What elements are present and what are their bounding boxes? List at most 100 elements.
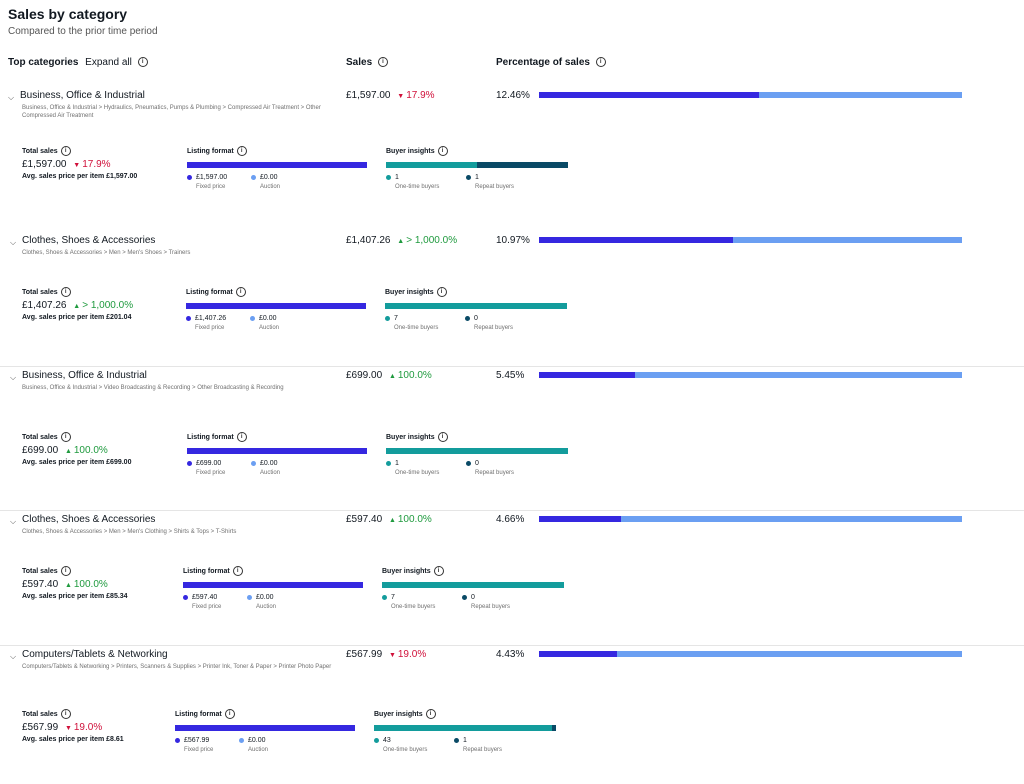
auction-caption: Auction <box>260 184 281 190</box>
trend-icon: ▼ <box>64 725 72 732</box>
info-icon[interactable]: i <box>232 566 243 576</box>
one-time-value: 1 <box>395 460 399 467</box>
fixed-price-value: £567.99 <box>184 737 210 744</box>
category-section: ⌵ Computers/Tablets & Networking Compute… <box>0 645 1024 784</box>
sales-delta: ▲ 100.0% <box>385 370 432 381</box>
listing-format-text: Listing format <box>175 710 222 718</box>
info-icon[interactable]: i <box>425 709 436 719</box>
category-name[interactable]: Clothes, Shoes & Accessories <box>22 235 156 246</box>
info-icon[interactable]: i <box>437 432 448 442</box>
buyer-insights-text: Buyer insights <box>386 147 435 155</box>
chevron-down-icon[interactable]: ⌵ <box>10 652 17 661</box>
buyer-insights-text: Buyer insights <box>385 288 434 296</box>
top-categories-header: Top categories Expand all i <box>8 57 148 68</box>
total-sales-text: Total sales <box>22 567 58 575</box>
sales-delta: ▼ 17.9% <box>393 90 434 101</box>
info-icon[interactable]: i <box>224 709 235 719</box>
chevron-down-icon[interactable]: ⌵ <box>10 517 17 526</box>
repeat-value: 0 <box>475 460 479 467</box>
percentage-bar-fill <box>539 372 636 378</box>
category-section: ⌵ Business, Office & Industrial Business… <box>0 90 1024 225</box>
one-time-dot <box>385 315 390 321</box>
chevron-down-icon[interactable]: ⌵ <box>10 373 17 382</box>
info-icon[interactable]: i <box>137 57 148 68</box>
total-sales-value: £1,597.00 ▼ 17.9% <box>22 159 111 170</box>
category-section: ⌵ Business, Office & Industrial Business… <box>0 366 1024 505</box>
auction-dot <box>251 174 256 180</box>
category-sales: £597.40 ▲ 100.0% <box>346 514 432 525</box>
sales-amount: £567.99 <box>346 649 383 660</box>
info-icon[interactable]: i <box>60 566 71 576</box>
category-sales: £1,407.26 ▲ > 1,000.0% <box>346 235 457 246</box>
info-icon[interactable]: i <box>236 146 247 156</box>
sales-delta-value: > 1,000.0% <box>406 235 458 246</box>
info-icon[interactable]: i <box>235 287 246 297</box>
auction-caption: Auction <box>259 325 280 331</box>
fixed-price-value: £597.40 <box>192 594 218 601</box>
category-percentage: 10.97% <box>496 235 530 246</box>
percentage-header: Percentage of sales i <box>496 57 606 68</box>
chevron-down-icon[interactable]: ⌵ <box>10 238 17 247</box>
category-name[interactable]: Business, Office & Industrial <box>20 90 145 101</box>
auction-dot <box>247 594 252 600</box>
percentage-bar-fill <box>539 516 622 522</box>
total-delta-value: 100.0% <box>73 579 108 590</box>
sales-amount: £1,407.26 <box>346 235 391 246</box>
sales-delta: ▲ 100.0% <box>385 514 432 525</box>
info-icon[interactable]: i <box>60 432 71 442</box>
one-time-legend: 43 <box>374 737 391 744</box>
total-sales-value: £597.40 ▲ 100.0% <box>22 579 108 590</box>
category-name[interactable]: Business, Office & Industrial <box>22 370 147 381</box>
info-icon[interactable]: i <box>60 146 71 156</box>
sales-delta: ▲ > 1,000.0% <box>393 235 457 246</box>
total-sales-label: Total sales i <box>22 566 71 576</box>
category-percentage: 4.43% <box>496 649 525 660</box>
buyer-insights-bar-fill <box>374 725 552 731</box>
info-icon[interactable]: i <box>60 709 71 719</box>
buyer-insights-label: Buyer insights i <box>386 432 448 442</box>
total-amount: £597.40 <box>22 579 59 590</box>
listing-format-label: Listing format i <box>175 709 235 719</box>
trend-icon: ▲ <box>388 517 396 524</box>
total-sales-value: £699.00 ▲ 100.0% <box>22 445 108 456</box>
page-subtitle: Compared to the prior time period <box>8 26 158 37</box>
sales-amount: £699.00 <box>346 370 383 381</box>
info-icon[interactable]: i <box>436 287 447 297</box>
fixed-price-caption: Fixed price <box>192 604 222 610</box>
sales-header: Sales i <box>346 57 388 68</box>
listing-format-bar-fill <box>187 162 367 168</box>
info-icon[interactable]: i <box>437 146 448 156</box>
expand-all-link[interactable]: Expand all <box>85 57 132 68</box>
auction-caption: Auction <box>248 747 269 753</box>
fixed-price-caption: Fixed price <box>196 470 226 476</box>
info-icon[interactable]: i <box>60 287 71 297</box>
info-icon[interactable]: i <box>377 57 388 68</box>
auction-caption: Auction <box>260 470 281 476</box>
buyer-insights-label: Buyer insights i <box>386 146 448 156</box>
repeat-caption: Repeat buyers <box>471 604 511 610</box>
fixed-price-value: £1,407.26 <box>195 315 227 322</box>
sales-delta-value: 17.9% <box>406 90 435 101</box>
auction-value: £0.00 <box>260 174 278 181</box>
info-icon[interactable]: i <box>236 432 247 442</box>
repeat-caption: Repeat buyers <box>474 325 514 331</box>
auction-value: £0.00 <box>259 315 277 322</box>
category-name[interactable]: Clothes, Shoes & Accessories <box>22 514 156 525</box>
top-categories-label: Top categories <box>8 57 79 68</box>
info-icon[interactable]: i <box>433 566 444 576</box>
info-icon[interactable]: i <box>595 57 606 68</box>
chevron-down-icon[interactable]: ⌵ <box>8 93 15 102</box>
category-name[interactable]: Computers/Tablets & Networking <box>22 649 168 660</box>
total-amount: £699.00 <box>22 445 59 456</box>
listing-format-label: Listing format i <box>187 146 247 156</box>
repeat-caption: Repeat buyers <box>475 184 515 190</box>
listing-format-bar-fill <box>183 582 363 588</box>
listing-format-bar <box>187 448 367 454</box>
buyer-insights-label: Buyer insights i <box>374 709 436 719</box>
auction-legend: £0.00 <box>250 315 277 322</box>
fixed-price-value: £1,597.00 <box>196 174 228 181</box>
repeat-value: 0 <box>474 315 478 322</box>
listing-format-text: Listing format <box>187 147 234 155</box>
one-time-value: 7 <box>394 315 398 322</box>
auction-value: £0.00 <box>256 594 274 601</box>
